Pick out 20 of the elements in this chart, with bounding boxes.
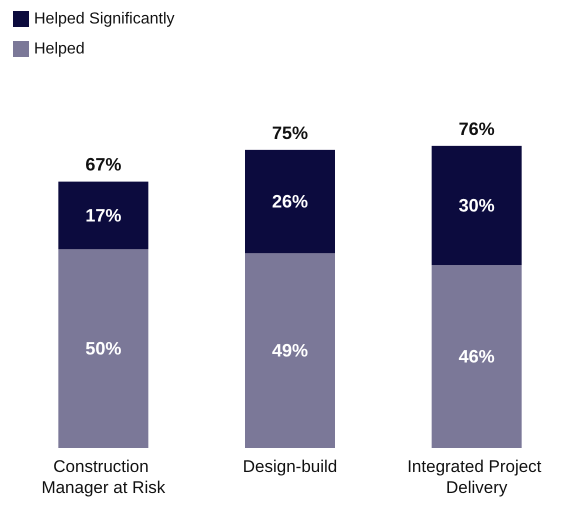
data-label: 50% — [85, 338, 122, 359]
bar — [432, 146, 522, 266]
x-tick-label: Design-build — [242, 457, 338, 476]
data-label: 49% — [272, 340, 308, 361]
bar — [58, 182, 148, 250]
bar — [432, 265, 522, 448]
data-label: 30% — [458, 196, 495, 216]
data-label: 26% — [272, 192, 308, 212]
bar — [245, 253, 335, 448]
bar — [58, 249, 148, 448]
total-label: 75% — [272, 122, 308, 143]
legend-label: Helped Significantly — [34, 10, 175, 28]
data-label: 17% — [85, 205, 122, 226]
total-label: 67% — [85, 154, 122, 175]
bar — [245, 150, 335, 254]
total-label: 76% — [458, 118, 495, 139]
x-tick-label: Construction Manager at Risk — [41, 457, 166, 497]
legend-label: Helped — [34, 40, 85, 58]
data-label: 46% — [458, 346, 495, 367]
x-tick-label: Integrated Project Delivery — [407, 457, 546, 497]
